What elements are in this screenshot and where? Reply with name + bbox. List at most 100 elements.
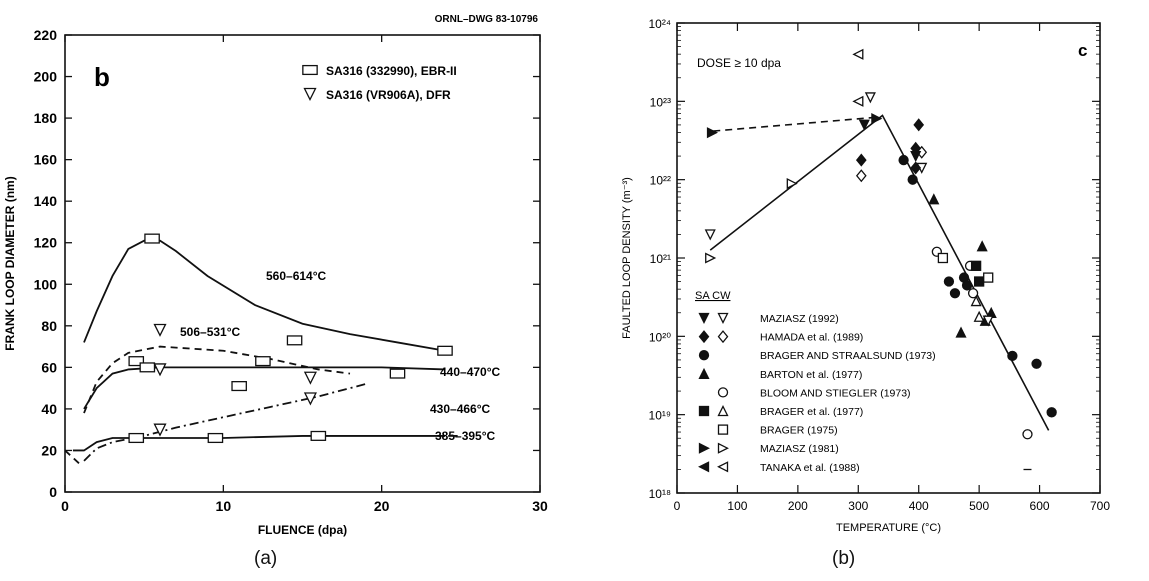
dose-annotation: DOSE ≥ 10 dpa — [697, 56, 781, 70]
x-tick-label-a: 30 — [532, 498, 548, 514]
x-tick-label-b: 300 — [848, 499, 868, 513]
legend-marker-cw — [717, 387, 729, 398]
data-point-b — [983, 272, 994, 283]
x-tick-label-b: 0 — [674, 499, 681, 513]
legend-label-b: BRAGER (1975) — [760, 425, 838, 437]
curve-a — [64, 449, 82, 466]
data-point-b — [970, 260, 982, 271]
curve-label-a: 506–531°C — [180, 325, 241, 339]
legend-header-b: SA CW — [695, 290, 731, 302]
legend-label-a: SA316 (VR906A), DFR — [326, 88, 451, 102]
curve-label-a: 430–466°C — [430, 402, 491, 416]
y-tick-label-b: 10²⁴ — [649, 17, 672, 31]
y-tick-label-a: 220 — [34, 27, 58, 43]
data-point-b — [949, 288, 961, 299]
data-point-b — [1046, 407, 1057, 418]
panel-letter-a: b — [94, 62, 110, 92]
plot-frame-b — [676, 22, 1101, 494]
caption-a: (a) — [254, 548, 278, 569]
legend-label-b: BRAGER AND STRAALSUND (1973) — [760, 350, 936, 362]
data-point-a — [255, 356, 271, 367]
y-tick-label-a: 60 — [41, 359, 57, 375]
y-tick-label-b: 10²¹ — [650, 252, 671, 266]
y-tick-label-a: 140 — [34, 193, 58, 209]
data-point-b — [937, 252, 949, 264]
data-point-b — [928, 193, 940, 205]
data-point-b — [706, 127, 719, 139]
data-point-b — [704, 229, 716, 241]
data-point-b — [786, 178, 798, 190]
data-point-b — [955, 326, 967, 338]
data-point-b — [1022, 429, 1033, 440]
data-point-a — [128, 432, 145, 444]
y-tick-label-a: 0 — [49, 484, 57, 500]
legend-marker-sa — [698, 312, 710, 324]
x-tick-label-b: 400 — [909, 499, 929, 513]
data-point-a — [153, 363, 167, 377]
data-point-b — [973, 276, 985, 287]
data-point-a — [153, 423, 167, 437]
y-tick-label-a: 120 — [34, 235, 58, 251]
data-point-b — [855, 169, 867, 183]
legend-marker-sa — [698, 367, 710, 379]
data-point-a — [231, 381, 247, 392]
data-point-a — [128, 356, 145, 367]
x-axis-label-b: TEMPERATURE (°C) — [836, 522, 941, 534]
data-point-a — [153, 323, 167, 337]
curve-a — [83, 345, 351, 414]
legend-label-b: BARTON et al. (1977) — [760, 369, 862, 381]
plot-frame-a — [64, 34, 541, 493]
data-point-b — [852, 48, 864, 60]
data-point-a — [144, 233, 160, 244]
x-tick-label-b: 700 — [1090, 499, 1110, 513]
y-axis-label-b: FAULTED LOOP DENSITY (m⁻³) — [621, 177, 633, 339]
legend-marker-cw — [717, 330, 729, 344]
legend-marker-cw — [717, 405, 729, 417]
data-point-a — [207, 432, 224, 444]
data-point-b — [976, 240, 988, 252]
y-axis-label-a: FRANK LOOP DIAMETER (nm) — [3, 176, 17, 350]
y-tick-label-b: 10¹⁹ — [649, 409, 671, 423]
fit-line-b — [713, 116, 880, 132]
legend-marker-cw — [717, 312, 729, 324]
legend-marker-a — [302, 64, 318, 76]
data-point-b — [705, 252, 717, 264]
y-tick-label-a: 200 — [34, 69, 58, 85]
y-tick-label-a: 160 — [34, 152, 58, 168]
x-axis-label-a: FLUENCE (dpa) — [258, 523, 347, 537]
data-point-b — [910, 151, 922, 163]
fit-line-b — [709, 114, 1050, 431]
data-point-b — [871, 113, 883, 125]
x-tick-label-a: 0 — [61, 498, 69, 514]
curve-a — [83, 239, 446, 352]
data-point-b — [864, 92, 876, 104]
legend-marker-sa — [698, 405, 710, 417]
y-tick-label-a: 20 — [41, 442, 57, 458]
data-point-b — [855, 153, 867, 167]
legend-marker-sa — [698, 461, 710, 473]
legend-marker-cw — [717, 442, 729, 454]
y-tick-label-a: 80 — [41, 318, 57, 334]
legend-marker-cw — [717, 461, 729, 473]
y-tick-label-b: 10¹⁸ — [649, 487, 671, 501]
curve-a — [83, 383, 367, 462]
x-tick-label-b: 100 — [727, 499, 747, 513]
curve-label-a: 440–470°C — [440, 365, 501, 379]
y-tick-label-b: 10²³ — [650, 95, 671, 109]
legend-label-b: TANAKA et al. (1988) — [760, 462, 860, 474]
y-tick-label-b: 10²⁰ — [649, 330, 671, 344]
y-tick-label-b: 10²² — [650, 174, 671, 188]
data-point-a — [286, 335, 303, 346]
y-tick-label-a: 40 — [41, 401, 57, 417]
caption-b: (b) — [832, 548, 856, 569]
chart-panel-b: 10¹⁸ 10¹⁹ 10²⁰ 10²¹ 10²² 10²³ 10²⁴ 0 100 200 300 40… — [621, 17, 1110, 534]
legend-marker-sa — [698, 350, 710, 361]
x-tick-label-b: 500 — [969, 499, 989, 513]
data-point-b — [973, 310, 985, 322]
y-tick-label-a: 100 — [34, 276, 58, 292]
data-point-b — [967, 288, 979, 299]
legend-marker-sa — [698, 330, 710, 344]
data-point-b — [1007, 350, 1018, 362]
data-point-b — [982, 315, 994, 327]
